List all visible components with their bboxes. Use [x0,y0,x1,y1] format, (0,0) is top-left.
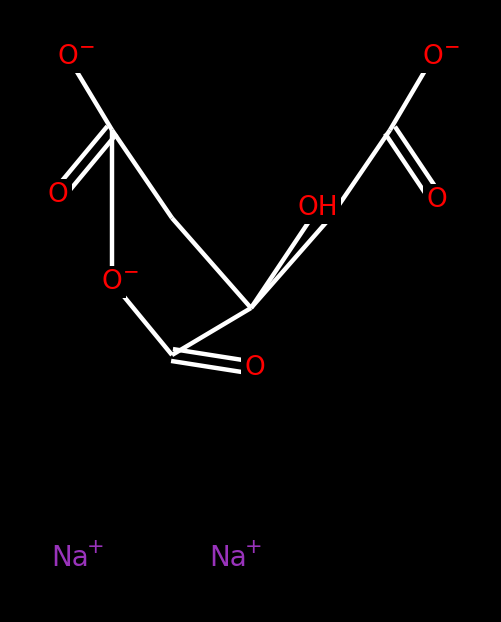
Text: OH: OH [298,195,338,221]
Text: O: O [423,44,443,70]
Text: Na: Na [51,544,89,572]
Text: O: O [58,44,78,70]
Text: O: O [102,269,122,295]
Text: O: O [427,187,447,213]
Text: −: − [122,262,139,281]
Text: Na: Na [209,544,247,572]
Text: O: O [244,355,266,381]
Text: +: + [87,537,105,557]
Text: +: + [245,537,263,557]
Text: −: − [443,37,460,56]
Text: −: − [79,37,95,56]
Text: O: O [48,182,68,208]
